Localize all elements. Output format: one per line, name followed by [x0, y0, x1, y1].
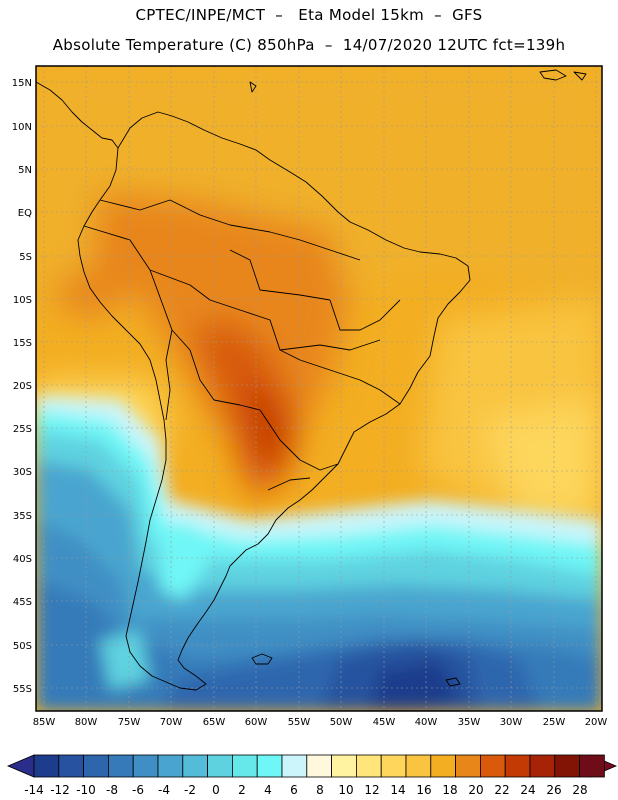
- colorbar-segment: [405, 754, 432, 778]
- lat-label: 15N: [12, 78, 32, 89]
- colorbar-label: 8: [316, 783, 324, 797]
- colorbar-segment: [430, 754, 456, 778]
- colorbar-label: 20: [468, 783, 483, 797]
- colorbar-segment: [479, 754, 506, 778]
- lat-label: EQ: [18, 208, 32, 219]
- colorbar-label: 2: [238, 783, 246, 797]
- colorbar-segment: [33, 754, 60, 778]
- lat-lon-grid: [36, 66, 602, 711]
- lon-label: 50W: [330, 717, 353, 728]
- lon-label: 65W: [203, 717, 226, 728]
- colorbar-label: 28: [572, 783, 587, 797]
- temperature-field: [36, 66, 602, 711]
- colorbar-segment: [554, 754, 580, 778]
- colorbar-label: -8: [106, 783, 118, 797]
- colorbar-label: 10: [338, 783, 353, 797]
- colorbar-label: 16: [416, 783, 431, 797]
- lon-label: 35W: [458, 717, 481, 728]
- colorbar-label: -14: [24, 783, 44, 797]
- colorbar-label: 6: [290, 783, 298, 797]
- lon-label: 30W: [500, 717, 523, 728]
- coastlines-and-borders: [35, 69, 587, 691]
- colorbar-segment: [331, 754, 357, 778]
- colorbar-segment: [58, 754, 84, 778]
- lat-label: 40S: [13, 554, 32, 565]
- colorbar: -14 -12 -10 -8 -6 -4 -2 0 2 4 6 8 10 12 …: [6, 754, 618, 797]
- lat-label: 30S: [13, 467, 32, 478]
- longitude-labels: 85W 80W 75W 70W 65W 60W 55W 50W 45W 40W …: [33, 717, 608, 728]
- latitude-labels: 15N 10N 5N EQ 5S 10S 15S 20S 25S 30S 35S…: [12, 78, 32, 695]
- lon-label: 45W: [373, 717, 396, 728]
- colorbar-label: -4: [158, 783, 170, 797]
- colorbar-label: 14: [390, 783, 405, 797]
- title-line-1: CPTEC/INPE/MCT – Eta Model 15km – GFS: [135, 6, 483, 24]
- lat-label: 5S: [19, 252, 32, 263]
- lon-label: 60W: [245, 717, 268, 728]
- colorbar-segment: [355, 754, 382, 778]
- colorbar-min-arrow: [6, 754, 35, 778]
- colorbar-label: -12: [50, 783, 70, 797]
- colorbar-label: -2: [184, 783, 196, 797]
- colorbar-segment: [231, 754, 258, 778]
- colorbar-segment: [182, 754, 209, 778]
- lat-label: 10N: [12, 122, 32, 133]
- colorbar-label: -10: [76, 783, 96, 797]
- lon-label: 20W: [585, 717, 608, 728]
- lat-label: 50S: [13, 641, 32, 652]
- colorbar-segment: [132, 754, 159, 778]
- colorbar-label: -6: [132, 783, 144, 797]
- colorbar-label: 22: [494, 783, 509, 797]
- colorbar-segment: [281, 754, 308, 778]
- lat-label: 35S: [13, 511, 32, 522]
- colorbar-segment: [306, 754, 332, 778]
- colorbar-label: 4: [264, 783, 272, 797]
- lat-label: 55S: [13, 684, 32, 695]
- colorbar-segment: [529, 754, 556, 778]
- title-line-2: Absolute Temperature (C) 850hPa – 14/07/…: [52, 36, 566, 54]
- colorbar-label: 26: [546, 783, 561, 797]
- colorbar-segment: [108, 754, 134, 778]
- colorbar-segment: [504, 754, 531, 778]
- lat-label: 15S: [13, 338, 32, 349]
- colorbar-label: 24: [520, 783, 535, 797]
- lat-label: 10S: [13, 295, 32, 306]
- lat-label: 25S: [13, 424, 32, 435]
- lat-label: 20S: [13, 381, 32, 392]
- lon-label: 80W: [75, 717, 98, 728]
- map-frame: [35, 65, 603, 712]
- colorbar-segment: [455, 754, 481, 778]
- lon-label: 75W: [118, 717, 141, 728]
- colorbar-segment: [579, 754, 605, 778]
- colorbar-label: 0: [212, 783, 220, 797]
- lat-label: 5N: [18, 165, 32, 176]
- lon-label: 85W: [33, 717, 56, 728]
- lon-label: 55W: [288, 717, 311, 728]
- lat-label: 45S: [13, 597, 32, 608]
- colorbar-label: 12: [364, 783, 379, 797]
- lon-label: 25W: [543, 717, 566, 728]
- colorbar-segment: [157, 754, 184, 778]
- colorbar-label: 18: [442, 783, 457, 797]
- colorbar-segment: [380, 754, 407, 778]
- colorbar-segment: [256, 754, 283, 778]
- colorbar-segment: [83, 754, 109, 778]
- colorbar-segment: [207, 754, 233, 778]
- lon-label: 40W: [415, 717, 438, 728]
- lon-label: 70W: [160, 717, 183, 728]
